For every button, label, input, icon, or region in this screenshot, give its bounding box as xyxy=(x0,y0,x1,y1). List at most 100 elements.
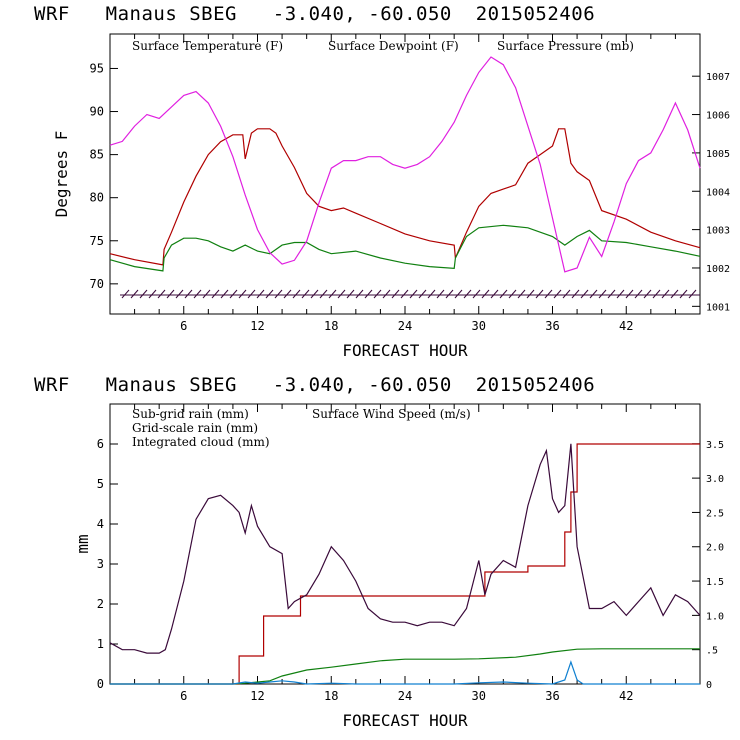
y2-tick-label: 1005 xyxy=(706,149,730,160)
wind-barb xyxy=(139,289,148,299)
wind-barb xyxy=(589,289,598,299)
wind-barbs xyxy=(120,289,700,299)
legend-pressure: Surface Pressure (mb) xyxy=(497,39,634,53)
plot-frame xyxy=(109,33,701,315)
wind-barb xyxy=(301,289,310,299)
y2-tick-label: .5 xyxy=(706,646,718,657)
wind-barb xyxy=(472,289,481,299)
wind-barb xyxy=(355,289,364,299)
wind-barb xyxy=(265,289,274,299)
wind-barb xyxy=(202,289,211,299)
wind-barb xyxy=(337,289,346,299)
y2-tick-label: 1.5 xyxy=(706,577,724,588)
wind-barb xyxy=(400,289,409,299)
wind-barb xyxy=(553,289,562,299)
y-tick-label: 85 xyxy=(90,148,104,162)
x-tick-label: 36 xyxy=(545,689,559,703)
wind-barb xyxy=(238,289,247,299)
wind-barb xyxy=(535,289,544,299)
x-tick-label: 12 xyxy=(250,319,264,333)
wind-barb xyxy=(346,289,355,299)
y2-tick-label: 1004 xyxy=(706,187,730,198)
wind-barb xyxy=(193,289,202,299)
y-tick-label: 5 xyxy=(97,477,104,491)
y2-tick-label: 1003 xyxy=(706,226,730,237)
plot-frame xyxy=(109,403,701,685)
y2-tick-label: 2.5 xyxy=(706,508,724,519)
y-axis-label: mm xyxy=(73,534,92,553)
x-tick-label: 12 xyxy=(250,689,264,703)
wind-barb xyxy=(148,289,157,299)
x-tick-label: 18 xyxy=(324,689,338,703)
series-grid-scale-rain-mm xyxy=(110,648,700,685)
y-tick-label: 3 xyxy=(97,557,104,571)
x-tick-label: 24 xyxy=(398,319,412,333)
wind-barb xyxy=(283,289,292,299)
wind-barb xyxy=(643,289,652,299)
wind-barb xyxy=(562,289,571,299)
wind-barb xyxy=(517,289,526,299)
wind-barb xyxy=(373,289,382,299)
wind-barb xyxy=(634,289,643,299)
wind-barb xyxy=(544,289,553,299)
wind-barb xyxy=(166,289,175,299)
series-sub-grid-rain-mm xyxy=(110,443,700,685)
y2-tick-label: 0 xyxy=(706,680,712,691)
wind-barb xyxy=(688,289,697,299)
wind-barb xyxy=(247,289,256,299)
x-tick-label: 30 xyxy=(472,689,486,703)
wind-barb xyxy=(328,289,337,299)
wind-barb xyxy=(274,289,283,299)
y-tick-label: 1 xyxy=(97,637,104,651)
y-tick-label: 90 xyxy=(90,105,104,119)
y2-tick-label: 3.0 xyxy=(706,474,724,485)
wind-barb xyxy=(310,289,319,299)
wind-barb xyxy=(211,289,220,299)
y-tick-label: 6 xyxy=(97,437,104,451)
wind-barb xyxy=(364,289,373,299)
y-tick-label: 4 xyxy=(97,517,104,531)
y2-tick-label: 1007 xyxy=(706,72,730,83)
x-tick-label: 42 xyxy=(619,319,633,333)
legend-wind-speed: Surface Wind Speed (m/s) xyxy=(312,407,471,421)
wind-barb xyxy=(436,289,445,299)
series-integrated-cloud-mm xyxy=(110,660,700,685)
y2-tick-label: 1001 xyxy=(706,302,730,313)
wind-barb xyxy=(616,289,625,299)
wind-barb xyxy=(220,289,229,299)
wind-barb xyxy=(409,289,418,299)
y-tick-label: 2 xyxy=(97,597,104,611)
wind-barb xyxy=(652,289,661,299)
wind-barb xyxy=(130,289,139,299)
x-tick-label: 6 xyxy=(180,689,187,703)
y-tick-label: 95 xyxy=(90,61,104,75)
legend-integrated-cloud: Integrated cloud (mm) xyxy=(132,435,270,449)
y-tick-label: 75 xyxy=(90,234,104,248)
x-tick-label: 6 xyxy=(180,319,187,333)
x-tick-label: 36 xyxy=(545,319,559,333)
wind-barb xyxy=(499,289,508,299)
y2-tick-label: 1006 xyxy=(706,111,730,122)
x-tick-label: 42 xyxy=(619,689,633,703)
wind-barb xyxy=(526,289,535,299)
weather-temperature-chart: 6 12 18 24 30 36 42 70 75 80 85 90 95 1001 1002 1003 100… xyxy=(52,33,730,360)
wind-barb xyxy=(184,289,193,299)
x-axis-label: FORECAST HOUR xyxy=(342,711,468,730)
legend-dewpoint: Surface Dewpoint (F) xyxy=(328,39,459,53)
series-surface-temperature-f xyxy=(109,128,701,266)
y2-tick-label: 2.0 xyxy=(706,543,724,554)
wind-barb xyxy=(598,289,607,299)
legend-gridscale-rain: Grid-scale rain (mm) xyxy=(132,421,258,435)
legend-temperature: Surface Temperature (F) xyxy=(132,39,283,53)
wind-barb xyxy=(418,289,427,299)
wind-barb xyxy=(571,289,580,299)
wind-barb xyxy=(607,289,616,299)
series-surface-dewpoint-f xyxy=(109,224,701,272)
wind-barb xyxy=(661,289,670,299)
top-chart-header: WRF Manaus SBEG -3.040, -60.050 20150524… xyxy=(34,3,596,25)
x-tick-label: 18 xyxy=(324,319,338,333)
wind-barb xyxy=(157,289,166,299)
y2-tick-label: 1.0 xyxy=(706,611,724,622)
wind-barb xyxy=(256,289,265,299)
wind-barb xyxy=(391,289,400,299)
